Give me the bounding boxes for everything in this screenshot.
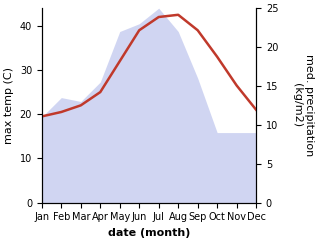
X-axis label: date (month): date (month): [108, 228, 190, 238]
Y-axis label: max temp (C): max temp (C): [4, 67, 14, 144]
Y-axis label: med. precipitation
(kg/m2): med. precipitation (kg/m2): [292, 54, 314, 157]
